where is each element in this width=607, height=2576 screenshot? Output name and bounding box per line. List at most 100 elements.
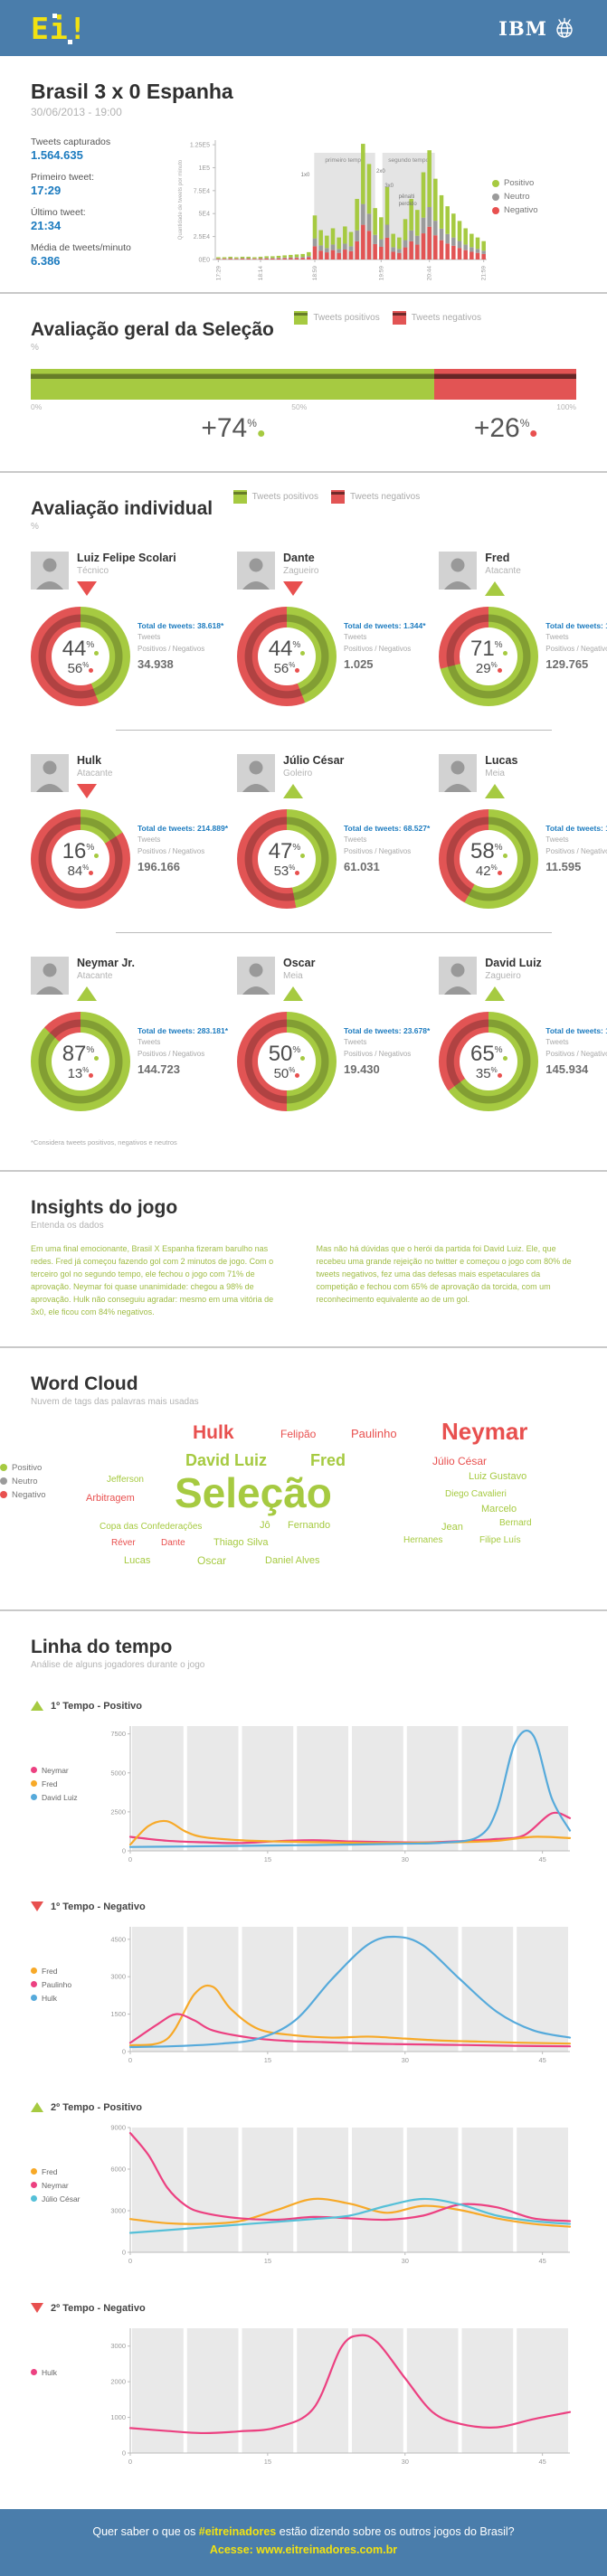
sentiment-donut-chart: 58%42% xyxy=(439,809,538,909)
smarter-planet-globe-icon xyxy=(553,16,576,40)
negative-percentage: 35% xyxy=(476,1067,502,1080)
player-silhouette-icon xyxy=(439,552,477,590)
donut-center: 50%50% xyxy=(258,1033,316,1090)
svg-text:5000: 5000 xyxy=(110,1769,126,1777)
cloud-word: Jean xyxy=(441,1523,463,1533)
positive-negative-count: 129.765 xyxy=(545,657,607,671)
stats-label: Positivos / Negativos xyxy=(344,847,430,856)
timeline-chart-title: 1º Tempo - Negativo xyxy=(31,1901,576,1912)
player-chart-row: 58%42%Total de tweets: 13.192*TweetsPosi… xyxy=(439,809,607,909)
legend-item: Neymar xyxy=(31,1766,96,1775)
stats-label: Tweets xyxy=(545,633,607,642)
player-name: Oscar xyxy=(283,957,315,969)
individual-heading: Avaliação individual xyxy=(31,498,213,520)
axis-label: 0% xyxy=(31,402,42,411)
site-url-link[interactable]: www.eitreinadores.com.br xyxy=(256,2543,397,2556)
svg-text:7.5E4: 7.5E4 xyxy=(194,188,210,194)
player-name: Júlio César xyxy=(283,754,344,767)
svg-text:0: 0 xyxy=(128,2056,132,2064)
svg-text:45: 45 xyxy=(538,2257,545,2265)
positive-legend-label: Tweets positivos xyxy=(252,492,318,502)
svg-text:0: 0 xyxy=(128,2458,132,2466)
legend-item: Fred xyxy=(31,2167,96,2176)
match-title: Brasil 3 x 0 Espanha xyxy=(31,80,576,104)
individual-legend: Tweets positivos Tweets negativos xyxy=(233,490,421,504)
svg-text:30: 30 xyxy=(402,2458,409,2466)
stats-label: Positivos / Negativos xyxy=(545,645,607,654)
negative-triangle-icon xyxy=(31,2303,43,2313)
total-tweets-label: Total de tweets: 1.344* xyxy=(344,621,426,630)
row-separator xyxy=(116,730,552,731)
negative-swatch xyxy=(331,490,345,504)
axis-label: 100% xyxy=(556,402,576,411)
legend-dot xyxy=(31,2369,37,2375)
positive-negative-count: 145.934 xyxy=(545,1062,607,1076)
negative-dot xyxy=(295,871,299,875)
negative-dot xyxy=(498,1073,502,1078)
player-photo xyxy=(31,957,69,995)
player-silhouette-icon xyxy=(237,957,275,995)
player-photo xyxy=(237,957,275,995)
positive-negative-count: 144.723 xyxy=(138,1062,228,1076)
hashtag: #eitreinadores xyxy=(199,2525,276,2538)
cloud-word: Dante xyxy=(161,1539,185,1548)
donut-center: 44%56% xyxy=(258,627,316,685)
timeline-subtitle: Análise de alguns jogadores durante o jo… xyxy=(31,1660,576,1670)
player-stats: Total de tweets: 145.870*TweetsPositivos… xyxy=(545,607,607,706)
stat-label: Tweets capturados xyxy=(31,137,174,147)
negative-percentage: 13% xyxy=(68,1067,94,1080)
player-name: David Luiz xyxy=(485,957,542,969)
negative-percentage: 53% xyxy=(274,864,300,878)
negative-dot xyxy=(498,668,502,673)
cloud-word: Júlio César xyxy=(432,1456,487,1467)
svg-text:1.25E5: 1.25E5 xyxy=(190,143,210,149)
positive-percentage: 87% xyxy=(62,1043,100,1065)
negative-percentage: 50% xyxy=(274,1067,300,1080)
player-role: Meia xyxy=(283,971,315,981)
ei-logo: Ei! xyxy=(31,11,88,46)
sentiment-donut-chart: 50%50% xyxy=(237,1012,337,1111)
donut-center: 16%84% xyxy=(52,830,109,888)
legend-dot xyxy=(31,1780,37,1787)
stats-label: Positivos / Negativos xyxy=(138,645,223,654)
positive-dot xyxy=(503,651,507,656)
overall-negative-value: +26% xyxy=(474,413,537,444)
svg-text:15: 15 xyxy=(264,1855,271,1864)
svg-text:6000: 6000 xyxy=(110,2165,126,2173)
svg-text:15: 15 xyxy=(264,2458,271,2466)
total-tweets-label: Total de tweets: 283.181* xyxy=(138,1026,228,1035)
svg-text:19:59: 19:59 xyxy=(378,266,384,281)
cloud-word: Daniel Alves xyxy=(265,1556,320,1566)
cloud-word: Luiz Gustavo xyxy=(469,1472,526,1482)
insights-paragraph-2: Mas não há dúvidas que o herói da partid… xyxy=(317,1243,577,1319)
total-tweets-label: Total de tweets: 38.618* xyxy=(138,621,223,630)
ei-logo-text: Ei! xyxy=(31,11,88,46)
positive-percentage: 44% xyxy=(269,638,306,660)
negative-dot xyxy=(295,1073,299,1078)
wordcloud-subtitle: Nuvem de tags das palavras mais usadas xyxy=(31,1397,576,1407)
positive-dot xyxy=(503,1056,507,1061)
player-silhouette-icon xyxy=(31,754,69,792)
overall-negative-segment xyxy=(434,369,576,400)
